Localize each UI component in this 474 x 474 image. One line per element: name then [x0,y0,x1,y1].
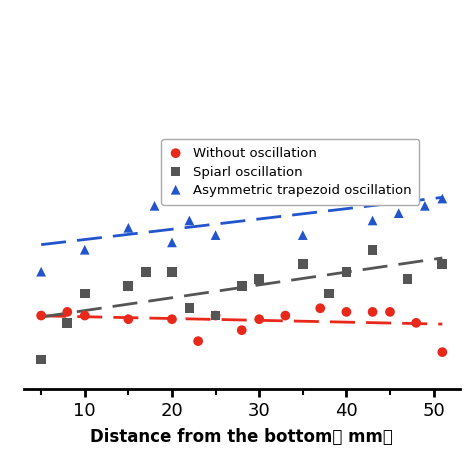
Spiarl oscillation [238,283,246,290]
Without oscillation [212,312,219,319]
Asymmetric trapezoid oscillation [81,246,89,254]
Spiarl oscillation [81,290,89,297]
Without oscillation [438,348,446,356]
Without oscillation [64,308,71,316]
Asymmetric trapezoid oscillation [438,195,446,202]
Asymmetric trapezoid oscillation [255,195,263,202]
Without oscillation [386,308,394,316]
Spiarl oscillation [125,283,132,290]
Spiarl oscillation [64,319,71,327]
Without oscillation [37,312,45,319]
Asymmetric trapezoid oscillation [186,217,193,224]
Spiarl oscillation [212,312,219,319]
Without oscillation [282,312,289,319]
Spiarl oscillation [186,304,193,312]
Asymmetric trapezoid oscillation [125,224,132,232]
Spiarl oscillation [168,268,176,275]
Asymmetric trapezoid oscillation [168,238,176,246]
Spiarl oscillation [299,261,307,268]
Without oscillation [412,319,420,327]
Without oscillation [369,308,376,316]
Without oscillation [125,315,132,323]
Spiarl oscillation [343,268,350,275]
Without oscillation [343,308,350,316]
Asymmetric trapezoid oscillation [299,231,307,239]
Spiarl oscillation [37,356,45,363]
Without oscillation [194,337,202,345]
Asymmetric trapezoid oscillation [238,173,246,181]
Without oscillation [168,315,176,323]
Asymmetric trapezoid oscillation [421,202,428,210]
Without oscillation [317,304,324,312]
Without oscillation [238,327,246,334]
Asymmetric trapezoid oscillation [369,217,376,224]
Spiarl oscillation [404,275,411,283]
Asymmetric trapezoid oscillation [212,231,219,239]
Spiarl oscillation [438,261,446,268]
Asymmetric trapezoid oscillation [151,202,158,210]
Asymmetric trapezoid oscillation [37,268,45,275]
X-axis label: Distance from the bottom（ mm）: Distance from the bottom（ mm） [91,428,393,446]
Spiarl oscillation [369,246,376,254]
Legend: Without oscillation, Spiarl oscillation, Asymmetric trapezoid oscillation: Without oscillation, Spiarl oscillation,… [161,139,419,205]
Spiarl oscillation [142,268,150,275]
Asymmetric trapezoid oscillation [325,195,333,202]
Spiarl oscillation [325,290,333,297]
Without oscillation [81,312,89,319]
Without oscillation [255,315,263,323]
Asymmetric trapezoid oscillation [395,210,402,217]
Spiarl oscillation [255,275,263,283]
